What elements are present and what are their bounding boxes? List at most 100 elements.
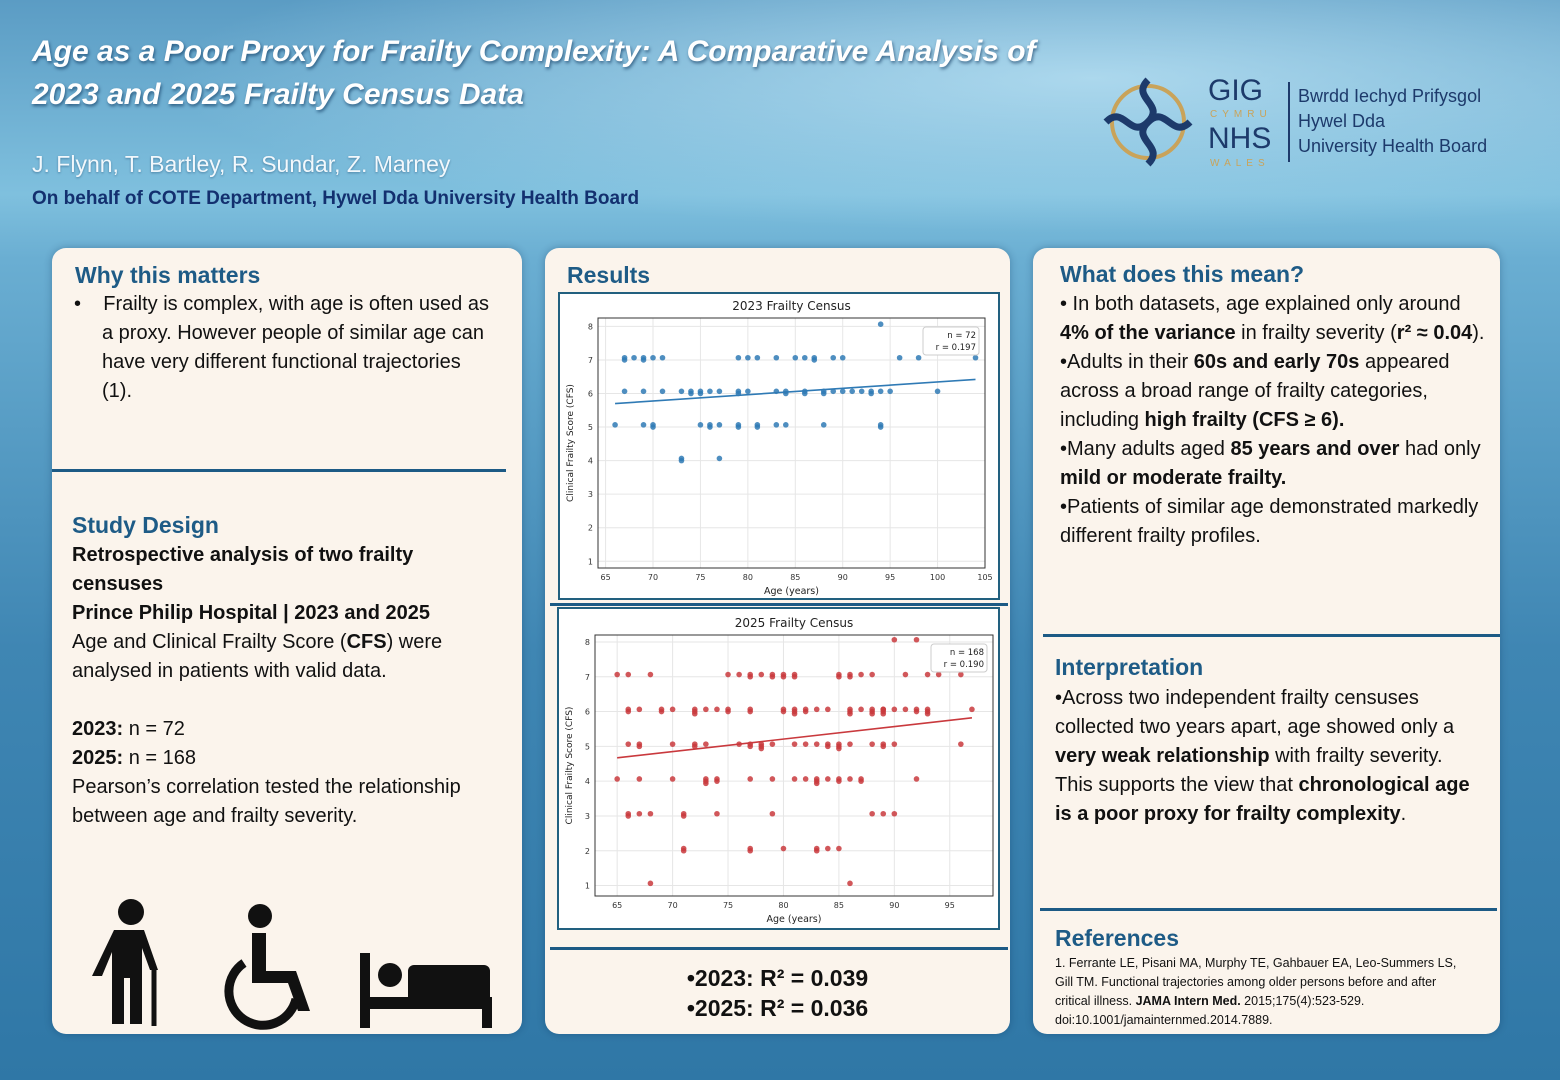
design-desc: Age and Clinical Frailty Score (	[72, 631, 347, 653]
data-point	[847, 741, 853, 747]
data-point	[896, 354, 903, 361]
data-point	[880, 710, 887, 717]
data-point	[658, 708, 665, 715]
x-axis-label: Age (years)	[767, 914, 822, 925]
data-point	[869, 710, 875, 717]
text: •Patients of similar age demonstrated ma…	[1060, 496, 1479, 547]
data-point	[891, 636, 898, 643]
x-tick-label: 95	[945, 901, 955, 910]
data-point	[877, 424, 884, 430]
data-point	[791, 776, 798, 782]
x-tick-label: 100	[930, 573, 945, 582]
x-tick-label: 65	[600, 573, 610, 582]
logo-line: Hywel Dda	[1298, 111, 1386, 131]
data-point	[707, 388, 713, 395]
design-type: Retrospective analysis of two frailty ce…	[72, 544, 414, 595]
data-point	[758, 671, 765, 678]
logo-line: Bwrdd Iechyd Prifysgol	[1298, 86, 1482, 106]
data-point	[958, 741, 964, 747]
affiliation: On behalf of COTE Department, Hywel Dda …	[32, 188, 640, 209]
data-point	[725, 708, 731, 715]
y-tick-label: 1	[588, 557, 593, 566]
data-point	[716, 422, 723, 428]
divider	[1043, 634, 1500, 637]
data-point	[877, 321, 884, 327]
why-text: Frailty is complex, with age is often us…	[102, 293, 489, 402]
y-tick-label: 6	[585, 708, 590, 717]
data-point	[716, 388, 723, 395]
results-heading: Results	[567, 262, 651, 288]
text: ).	[1472, 322, 1485, 344]
data-point	[813, 847, 820, 854]
data-point	[735, 354, 742, 361]
data-point	[836, 778, 842, 784]
text: 1. Ferrante LE, Pisani MA, Murphy TE, Ga…	[1055, 956, 1457, 1008]
data-point	[678, 457, 685, 464]
y-tick-label: 5	[585, 742, 590, 751]
data-point	[802, 708, 809, 715]
y-tick-label: 2	[588, 524, 593, 533]
x-tick-label: 85	[790, 573, 800, 582]
data-point	[697, 390, 704, 397]
data-point	[769, 741, 776, 747]
plot-area	[597, 317, 986, 569]
data-point	[735, 424, 742, 430]
data-point	[969, 706, 975, 713]
data-point	[915, 354, 922, 361]
data-point	[703, 741, 709, 747]
text: in frailty severity (	[1235, 322, 1397, 344]
data-point	[813, 741, 820, 747]
data-point	[625, 813, 632, 819]
data-point	[769, 810, 776, 817]
text: 2015;175(4):523-529. doi:10.1001/jamaint…	[1055, 994, 1365, 1027]
data-point	[636, 706, 643, 713]
x-tick-label: 80	[743, 573, 753, 582]
data-point	[780, 845, 787, 852]
data-point	[614, 671, 620, 678]
data-point	[849, 388, 856, 395]
y-tick-label: 8	[588, 322, 593, 331]
data-point	[924, 710, 931, 717]
data-point	[934, 388, 941, 395]
data-point	[830, 354, 837, 361]
why-heading: Why this matters	[75, 262, 261, 288]
data-point	[877, 388, 884, 395]
data-point	[678, 388, 685, 395]
data-point	[820, 390, 827, 397]
chart-2025-frame: 2025 Frailty Census 65 70 75 80 85 90 95 1 2 3 4 5 6 7…	[557, 607, 1000, 930]
plot-area	[594, 634, 994, 897]
elderly-walking-cane-icon	[92, 899, 158, 1026]
legend-box	[922, 326, 980, 356]
data-point	[820, 422, 827, 428]
design-text: Retrospective analysis of two frailty ce…	[72, 541, 502, 831]
r-squared-2025: •2025: R² = 0.036	[686, 995, 869, 1021]
data-point	[680, 847, 687, 854]
data-point	[747, 847, 754, 854]
x-tick-label: 75	[723, 901, 733, 910]
divider	[550, 603, 1008, 606]
data-point	[714, 706, 720, 713]
y-axis-label: Clinical Frailty Score (CFS)	[566, 384, 576, 502]
data-point	[869, 741, 875, 747]
data-point	[688, 390, 694, 397]
data-point	[858, 671, 864, 678]
data-point	[780, 708, 787, 715]
data-point	[745, 388, 751, 395]
data-point	[913, 776, 920, 782]
data-point	[847, 673, 853, 680]
y-tick-label: 7	[588, 356, 593, 365]
data-point	[612, 422, 618, 428]
data-point	[791, 673, 798, 680]
data-point	[659, 354, 666, 361]
data-point	[792, 354, 799, 361]
why-bullet: • Frailty is complex, with age is often …	[74, 293, 489, 402]
data-point	[697, 422, 704, 428]
text: had only	[1399, 438, 1481, 460]
data-point	[880, 810, 887, 817]
text: • In both datasets, age explained only a…	[1060, 293, 1461, 315]
y-tick-label: 4	[585, 777, 590, 786]
meaning-heading: What does this mean?	[1060, 261, 1305, 287]
x-tick-label: 85	[834, 901, 844, 910]
data-point	[747, 673, 754, 680]
x-tick-label: 95	[885, 573, 895, 582]
